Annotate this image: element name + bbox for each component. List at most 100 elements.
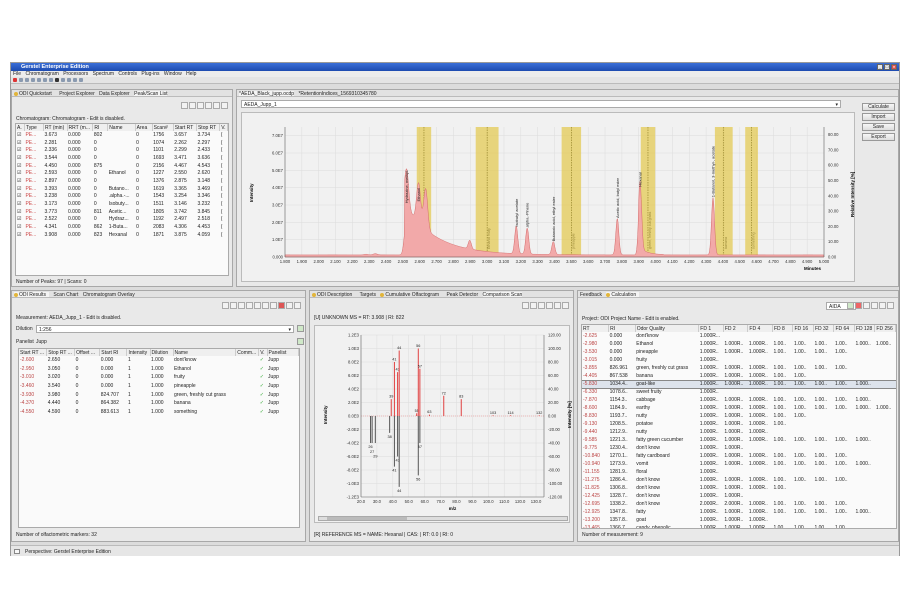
table-row[interactable]: -12.925 1347.8.. fatty 1.000R.. 1.000R.. 1.00…: [582, 508, 896, 516]
mass-spectrum-chart[interactable]: 20.0 30.0 40.0 50.0 60.0 70.0 80.0 90.0 100.0 110…: [311, 327, 573, 517]
tab-peak-detector[interactable]: Peak Detector: [446, 292, 479, 298]
record-icon[interactable]: [13, 78, 17, 82]
table-row[interactable]: -8.600 1184.9.. earthy 1.000R.. 1.000R.. 1.00…: [582, 404, 896, 412]
menu-processors[interactable]: Processors: [63, 71, 89, 77]
column-header[interactable]: RI: [608, 325, 636, 332]
table-row[interactable]: -2.600 2.650 0 0.000 1 1.000 dont'know ✓ Jupp: [19, 356, 299, 365]
column-header[interactable]: RI: [92, 124, 109, 131]
column-header[interactable]: Odor Quality: [635, 325, 700, 332]
table-row[interactable]: -7.870 1154.3.. cabbage 1.000R.. 1.000R.. 1.0…: [582, 396, 896, 404]
table-row[interactable]: -3.530 0.000 pineapple 1.000R.. 1.000R.. 1.00…: [582, 348, 896, 356]
tab-comparison-scan[interactable]: Comparison Scan: [482, 292, 523, 298]
table-row[interactable]: -6.330 1078.6.. sweet fruity 1.000R..: [582, 388, 896, 396]
measurement-select[interactable]: AEDA_Jupp_1 ▾: [241, 100, 841, 108]
menu-plugins[interactable]: Plug-ins: [141, 71, 160, 77]
table-row[interactable]: ☑ PE... 2.281 0.000 0 0 1074 2.262 2.297 (: [16, 139, 228, 147]
toolbar-icon[interactable]: [871, 302, 878, 309]
table-row[interactable]: -3.855 826.961 green, freshly cut grass 1.0…: [582, 364, 896, 372]
menu-controls[interactable]: Controls: [118, 71, 138, 77]
column-header[interactable]: Name: [107, 124, 136, 131]
table-row[interactable]: ☑ PE... 3.238 0.000 0 .alpha.-... 0 1543 3.254 3.…: [16, 193, 228, 201]
menu-window[interactable]: Window: [163, 71, 182, 77]
add-dilution-button[interactable]: [297, 325, 304, 332]
table-row[interactable]: ☑ PE... 2.593 0.000 0 Ethanol 0 1227 2.550 2.620 (: [16, 169, 228, 177]
table-row[interactable]: -11.275 1286.4.. don't know 1.000R.. 1.000R.…: [582, 476, 896, 484]
toolbar-icon[interactable]: [61, 78, 65, 82]
toolbar-icon[interactable]: [49, 78, 53, 82]
add-panelist-button[interactable]: [297, 338, 304, 345]
toolbar-icon[interactable]: [879, 302, 886, 309]
table-row[interactable]: ☑ PE... 3.393 0.000 0 Butano... 0 1619 3.365 3.46…: [16, 185, 228, 193]
tab-targets[interactable]: Targets: [359, 292, 377, 298]
table-row[interactable]: -10.940 1273.9.. vomit 1.000R.. 1.000R.. 1.00…: [582, 460, 896, 468]
column-header[interactable]: Panelist: [267, 349, 299, 356]
table-row[interactable]: -2.950 3.050 0 0.000 1 1.000 Ethanol ✓ Jupp: [19, 365, 299, 374]
delete-icon[interactable]: [855, 302, 862, 309]
column-header[interactable]: RT: [582, 325, 610, 332]
tab-scan-chart[interactable]: Scan Chart: [53, 292, 79, 298]
toolbar-icon[interactable]: [79, 78, 83, 82]
toolbar-icon[interactable]: [246, 302, 253, 309]
toolbar-icon[interactable]: [67, 78, 71, 82]
column-header[interactable]: FD 128: [854, 325, 876, 332]
table-row[interactable]: -13.200 1357.8.. goat 1.000R.. 1.000R.. 1.000…: [582, 516, 896, 524]
tab-retention-indices[interactable]: *RetentionIndices_1569310345780: [298, 91, 377, 97]
column-header[interactable]: FD 4: [747, 325, 773, 332]
column-header[interactable]: Stop RT: [196, 124, 221, 131]
table-row[interactable]: ☑ PE... 3.544 0.000 0 0 1693 3.471 3.636 (: [16, 154, 228, 162]
table-row[interactable]: ☑ PE... 3.908 0.000 823 Hexanal 0 1871 3.875 4.05…: [16, 231, 228, 239]
column-header[interactable]: Comm...: [235, 349, 260, 356]
column-header[interactable]: Stop RT ...: [46, 349, 76, 356]
table-row[interactable]: -5.830 1034.4.. goat-like 1.000R.. 1.000R.. 1…: [582, 379, 896, 389]
table-row[interactable]: -2.625 0.000 dont'know 1.000R...: [582, 332, 896, 340]
table-row[interactable]: -8.830 1193.7.. nutty 1.000R.. 1.000R.. 1.000…: [582, 412, 896, 420]
toolbar-icon[interactable]: [37, 78, 41, 82]
column-header[interactable]: FD 2: [723, 325, 749, 332]
column-header[interactable]: FD 256: [874, 325, 896, 332]
tab-aeda-ocdp[interactable]: *AEDA_Black_jupp.ocdp: [239, 91, 295, 97]
table-row[interactable]: -9.775 1230.4.. don't know 1.000R.. 1.000R..: [582, 444, 896, 452]
tab-calculation[interactable]: Calculation: [606, 292, 640, 297]
table-row[interactable]: -2.980 0.000 Ethanol 1.000R.. 1.000R.. 1.000R…: [582, 340, 896, 348]
column-header[interactable]: Intensity: [126, 349, 151, 356]
toolbar-icon[interactable]: [197, 102, 204, 109]
chromatogram-chart[interactable]: 1.800 1.900 2.000 2.100 2.200 2.300 2.400 2.500…: [241, 121, 861, 281]
table-row[interactable]: ☑ PE... 3.173 0.000 0 Isobuty... 0 1511 3.146 3.2…: [16, 200, 228, 208]
column-header[interactable]: FD 32: [813, 325, 835, 332]
delete-icon[interactable]: [278, 302, 285, 309]
export-button[interactable]: Export: [862, 133, 895, 141]
tab-peak-scan-list[interactable]: Peak/Scan List: [134, 91, 168, 97]
table-row[interactable]: -12.695 1338.2.. don't know 2.000R.. 2.000R.…: [582, 500, 896, 508]
tab-odi-results[interactable]: ODI Results: [14, 292, 49, 297]
column-header[interactable]: A.: [16, 124, 25, 131]
toolbar-icon[interactable]: [19, 78, 23, 82]
column-header[interactable]: V.: [219, 124, 228, 131]
close-button[interactable]: ×: [891, 64, 897, 70]
tab-odi-quickstart[interactable]: ODI Quickstart: [14, 91, 55, 96]
column-header[interactable]: Name: [173, 349, 237, 356]
toolbar-icon[interactable]: [230, 302, 237, 309]
tab-cumulative-olfactogram[interactable]: Cumulative Olfactogram: [380, 292, 442, 297]
table-row[interactable]: -11.825 1306.8.. don't know 1.000R.. 1.000R.…: [582, 484, 896, 492]
column-header[interactable]: FD 8: [772, 325, 794, 332]
apply-icon[interactable]: [847, 302, 854, 309]
column-header[interactable]: Type: [24, 124, 44, 131]
table-row[interactable]: -9.585 1221.3.. fatty green cucumber 1.000R…: [582, 436, 896, 444]
table-row[interactable]: -3.930 3.980 0 824.707 1 1.000 green, freshly …: [19, 390, 299, 399]
toolbar-icon[interactable]: [262, 302, 269, 309]
toolbar-icon[interactable]: [546, 302, 553, 309]
toolbar-icon[interactable]: [73, 78, 77, 82]
column-header[interactable]: FD 1: [698, 325, 724, 332]
table-row[interactable]: ☑ PE... 2.336 0.000 0 0 1101 2.299 2.433 (: [16, 146, 228, 154]
toolbar-icon[interactable]: [887, 302, 894, 309]
tab-chromatogram-overlay[interactable]: Chromatogram Overlay: [82, 292, 135, 298]
table-row[interactable]: ☑ PE... 3.773 0.000 811 Acetic... 0 1805 3.742 3.…: [16, 208, 228, 216]
toolbar-icon[interactable]: [254, 302, 261, 309]
table-row[interactable]: ☑ PE... 2.522 0.000 0 Hydraz... 0 1192 2.497 2.51…: [16, 216, 228, 224]
tab-project-explorer[interactable]: Project Explorer: [59, 91, 95, 97]
toolbar-icon[interactable]: [286, 302, 293, 309]
table-row[interactable]: -13.465 1366.7.. candy, phenolic 1.000R.. 1.…: [582, 524, 896, 528]
menu-chromatogram[interactable]: Chromatogram: [25, 71, 59, 77]
menu-help[interactable]: Help: [186, 71, 197, 77]
toolbar-icon[interactable]: [43, 78, 47, 82]
